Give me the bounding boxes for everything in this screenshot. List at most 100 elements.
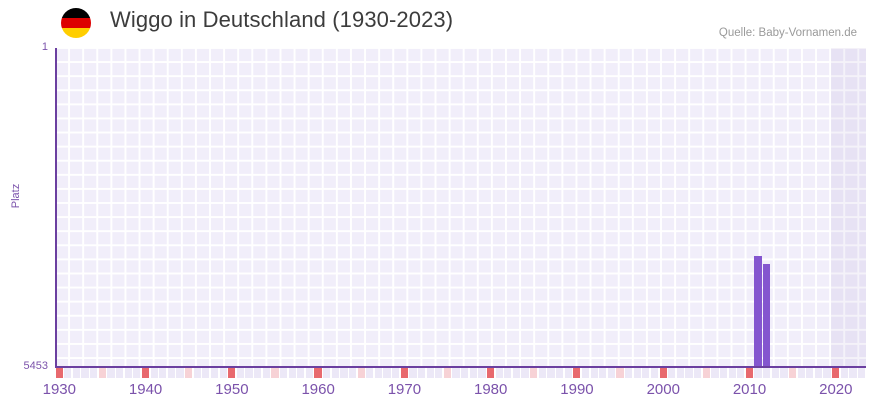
x-tick-swatch-2005 — [702, 368, 710, 378]
x-tick-swatch-1985 — [530, 368, 538, 378]
x-tick-swatch-1967 — [374, 368, 383, 378]
x-axis-line — [55, 366, 866, 368]
x-tick-swatch-2010 — [745, 368, 754, 378]
x-tick-swatch-1982 — [504, 368, 512, 378]
x-tick-swatch-1981 — [495, 368, 503, 378]
x-tick-swatch-1960 — [314, 368, 322, 378]
x-tick-swatch-1965 — [357, 368, 365, 378]
x-tick-swatch-1942 — [159, 368, 167, 378]
y-axis-tick-bottom: 5453 — [23, 360, 48, 372]
x-tick-swatch-2004 — [694, 368, 702, 378]
x-tick-label-1960: 1960 — [301, 381, 335, 398]
x-tick-swatch-2019 — [823, 368, 831, 378]
x-tick-swatch-1992 — [590, 368, 598, 378]
x-tick-label-2000: 2000 — [646, 381, 680, 398]
x-tick-swatch-1939 — [133, 368, 141, 378]
x-tick-swatch-1933 — [81, 368, 89, 378]
x-tick-swatch-2011 — [754, 368, 762, 378]
x-tick-swatch-1930 — [55, 368, 63, 378]
x-tick-swatch-1978 — [469, 368, 477, 378]
x-tick-label-2010: 2010 — [732, 381, 767, 398]
source-attribution: Quelle: Baby-Vornamen.de — [718, 27, 857, 39]
x-tick-label-1940: 1940 — [128, 381, 163, 398]
x-tick-swatch-1984 — [521, 368, 529, 378]
x-tick-label-1950: 1950 — [215, 381, 249, 398]
x-tick-label-2020: 2020 — [819, 381, 853, 398]
chart-header: Wiggo in Deutschland (1930-2023) Quelle:… — [0, 0, 873, 46]
x-tick-swatch-1964 — [348, 368, 357, 378]
x-tick-swatch-1988 — [556, 368, 564, 378]
bar-2011 — [754, 256, 762, 366]
x-tick-swatch-2000 — [659, 368, 667, 378]
x-tick-swatch-1940 — [141, 368, 150, 378]
x-tick-swatch-2013 — [771, 368, 779, 378]
x-tick-swatch-2023 — [857, 368, 866, 378]
x-tick-swatch-1970 — [400, 368, 408, 378]
x-tick-swatch-1963 — [340, 368, 348, 378]
x-tick-swatch-1983 — [512, 368, 521, 378]
x-tick-swatch-1990 — [573, 368, 581, 378]
x-tick-swatch-1945 — [185, 368, 193, 378]
x-tick-swatch-1944 — [176, 368, 184, 378]
x-tick-swatch-1961 — [323, 368, 331, 378]
x-tick-swatch-1966 — [366, 368, 374, 378]
bar-2012 — [763, 264, 771, 366]
x-axis-tick-strip — [55, 368, 866, 378]
x-tick-swatch-1947 — [202, 368, 210, 378]
x-tick-swatch-1969 — [392, 368, 400, 378]
x-tick-swatch-2001 — [668, 368, 676, 378]
x-tick-swatch-1975 — [443, 368, 452, 378]
x-tick-swatch-2022 — [849, 368, 857, 378]
x-tick-swatch-1951 — [236, 368, 244, 378]
x-tick-swatch-2008 — [728, 368, 736, 378]
x-tick-swatch-1949 — [219, 368, 227, 378]
chart-plot-area — [55, 48, 866, 366]
x-tick-swatch-2017 — [806, 368, 814, 378]
x-tick-swatch-1989 — [564, 368, 572, 378]
x-tick-swatch-1952 — [245, 368, 253, 378]
x-tick-swatch-2014 — [780, 368, 788, 378]
x-tick-swatch-1932 — [72, 368, 81, 378]
x-tick-swatch-1931 — [64, 368, 72, 378]
x-tick-swatch-2012 — [763, 368, 771, 378]
x-tick-swatch-1974 — [435, 368, 443, 378]
x-tick-swatch-2021 — [840, 368, 848, 378]
x-tick-swatch-1937 — [115, 368, 124, 378]
x-tick-swatch-1996 — [625, 368, 633, 378]
x-tick-swatch-1998 — [642, 368, 650, 378]
x-tick-swatch-2009 — [737, 368, 745, 378]
x-tick-swatch-1976 — [452, 368, 460, 378]
x-tick-swatch-1938 — [124, 368, 132, 378]
x-tick-swatch-2003 — [685, 368, 693, 378]
x-tick-swatch-1994 — [607, 368, 615, 378]
x-tick-swatch-1950 — [228, 368, 236, 378]
chart-gridlines — [55, 48, 866, 366]
x-tick-swatch-1953 — [254, 368, 262, 378]
x-tick-swatch-1987 — [547, 368, 555, 378]
x-tick-swatch-1980 — [486, 368, 495, 378]
x-tick-swatch-1986 — [538, 368, 546, 378]
x-tick-swatch-1972 — [417, 368, 426, 378]
x-tick-swatch-1968 — [383, 368, 391, 378]
x-tick-swatch-1999 — [650, 368, 659, 378]
x-tick-swatch-1935 — [98, 368, 106, 378]
x-tick-swatch-1962 — [331, 368, 339, 378]
x-tick-swatch-1979 — [478, 368, 486, 378]
x-tick-label-1970: 1970 — [387, 381, 422, 398]
x-tick-label-1980: 1980 — [474, 381, 508, 398]
x-tick-swatch-1977 — [461, 368, 469, 378]
x-tick-swatch-1948 — [210, 368, 219, 378]
x-tick-swatch-1957 — [288, 368, 296, 378]
x-tick-swatch-1943 — [167, 368, 175, 378]
page-title: Wiggo in Deutschland (1930-2023) — [110, 7, 454, 32]
x-tick-swatch-2018 — [814, 368, 823, 378]
german-flag-icon — [61, 8, 91, 38]
x-tick-swatch-1991 — [581, 368, 590, 378]
x-tick-swatch-1956 — [279, 368, 288, 378]
x-tick-swatch-1936 — [107, 368, 115, 378]
x-tick-swatch-1995 — [616, 368, 624, 378]
y-axis-title: Platz — [10, 183, 22, 209]
x-tick-swatch-1997 — [633, 368, 641, 378]
x-tick-swatch-1973 — [426, 368, 434, 378]
y-axis-tick-top: 1 — [41, 41, 48, 53]
